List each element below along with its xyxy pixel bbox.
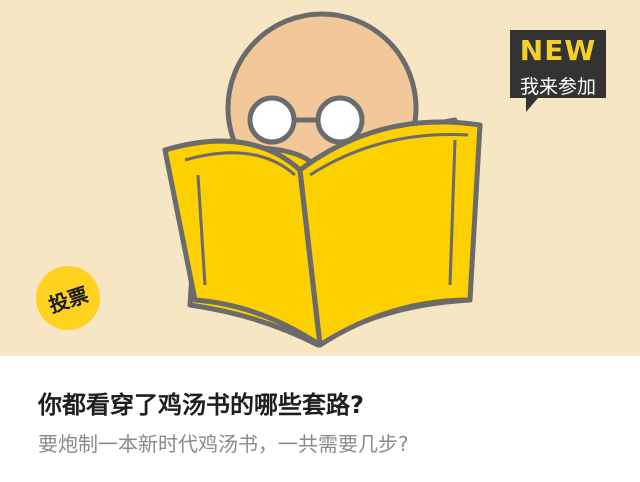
hero-image[interactable]: NEW 我来参加 投票	[0, 0, 640, 356]
person-reading-book-icon	[162, 11, 483, 348]
speech-bubble-icon	[510, 30, 606, 112]
vote-badge[interactable]: 投票	[36, 266, 100, 330]
new-badge-sub-label: 我来参加	[519, 76, 596, 98]
vote-badge-label: 投票	[45, 282, 92, 318]
new-badge-label: NEW	[519, 34, 597, 67]
article-subtitle: 要炮制一本新时代鸡汤书，一共需要几步?	[38, 432, 409, 456]
new-badge[interactable]: NEW 我来参加	[508, 28, 608, 112]
article-title[interactable]: 你都看穿了鸡汤书的哪些套路?	[38, 391, 364, 419]
